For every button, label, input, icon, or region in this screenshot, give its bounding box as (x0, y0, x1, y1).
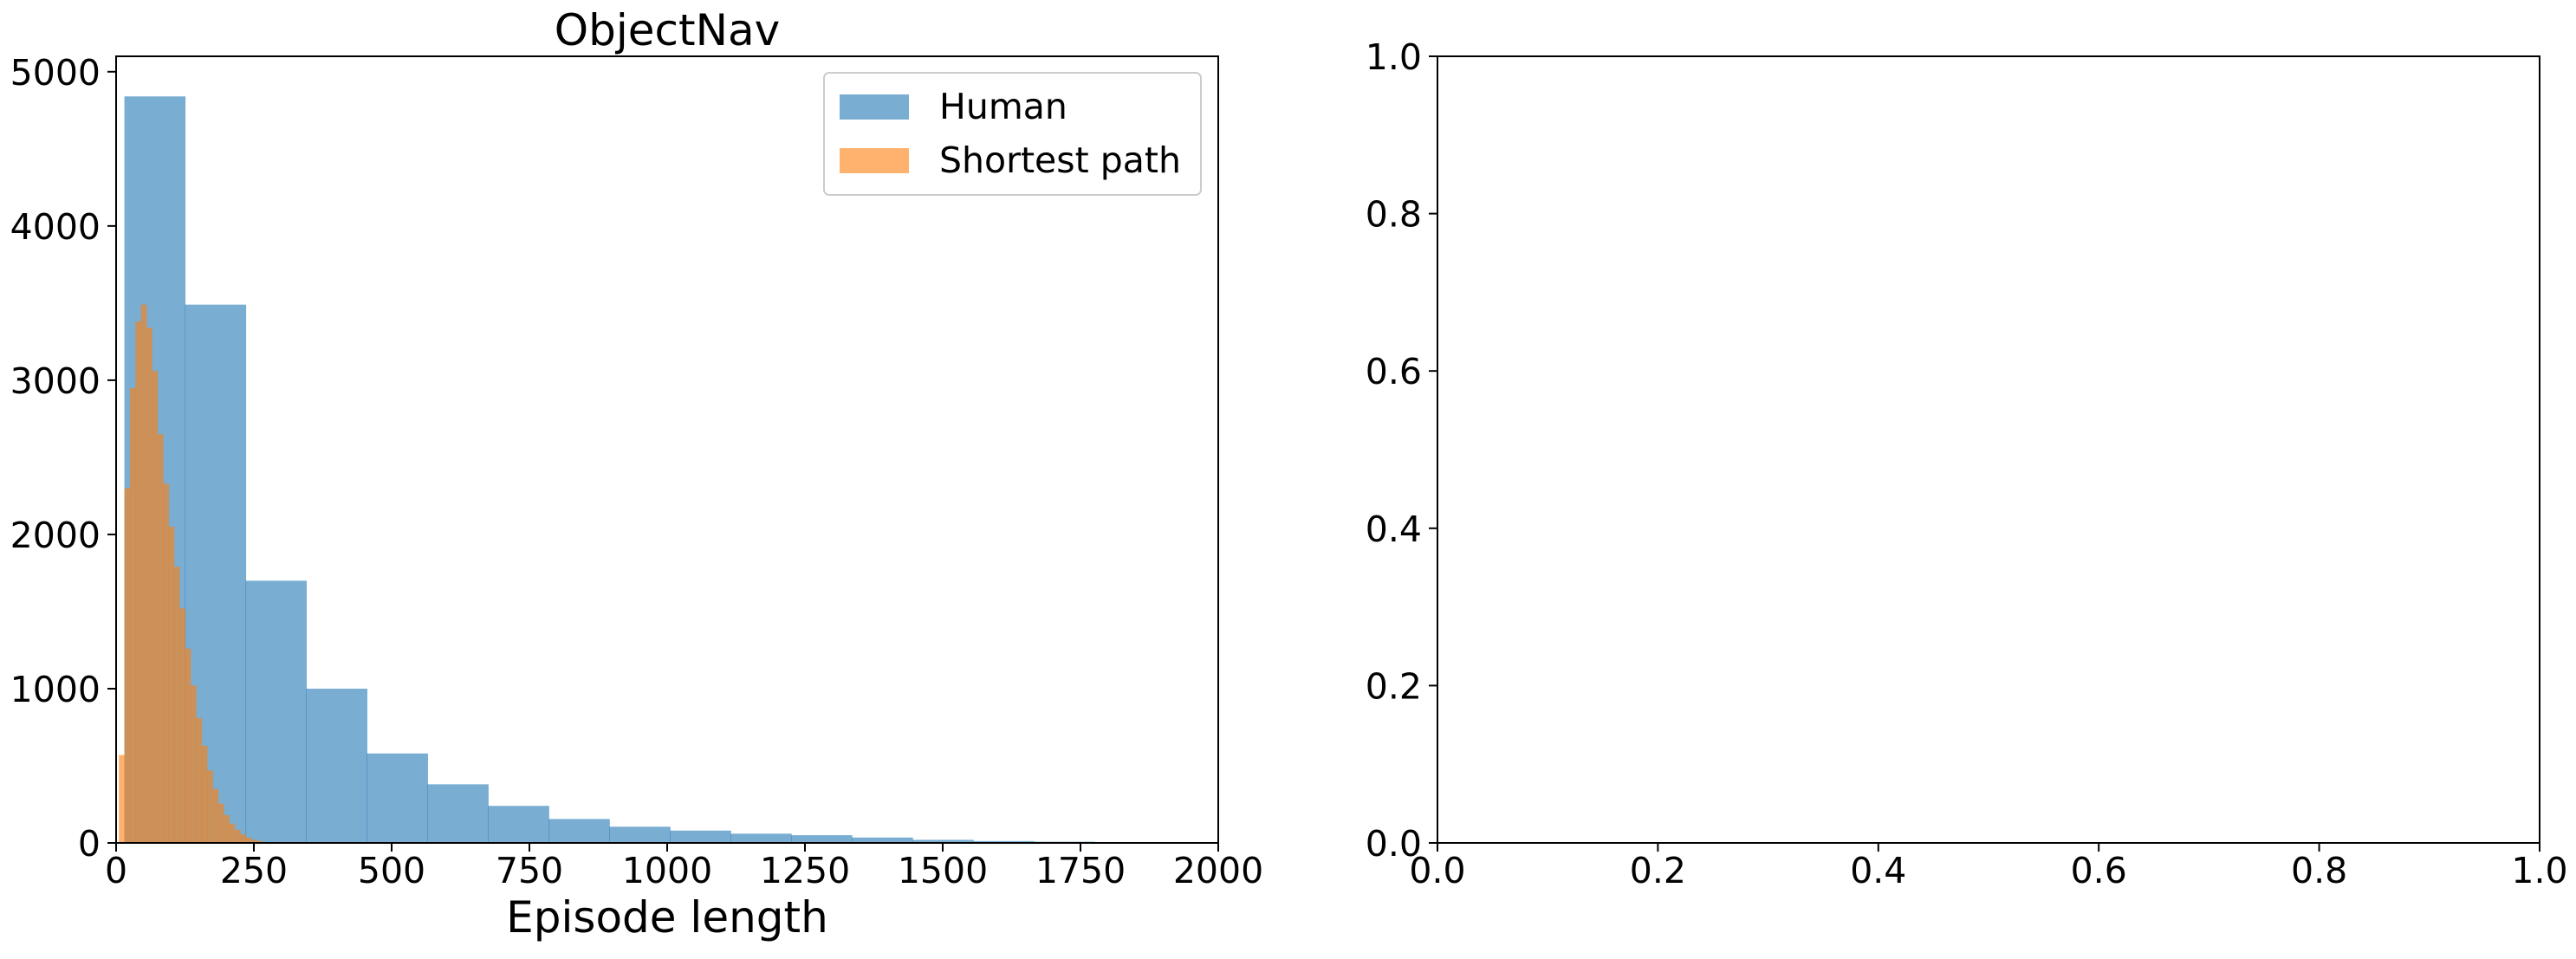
legend-box (823, 72, 1202, 196)
shortest-path-bar (124, 488, 131, 843)
y-tick-label: 1000 (10, 669, 101, 710)
x-tick-label: 2000 (1173, 850, 1263, 891)
legend-label-shortest-path: Shortest path (939, 139, 1181, 181)
human-bar (245, 580, 308, 843)
right-x-ticks: 0.0 0.2 0.4 0.6 0.8 1.0 (1409, 843, 2568, 891)
histogram-subplot: 0 250 500 750 1000 1250 1500 1750 2000 0 1000 2000… (10, 5, 1264, 943)
legend: Human Shortest path (823, 72, 1202, 196)
shortest-path-bar (217, 803, 224, 843)
shortest-path-bar (234, 829, 241, 843)
human-bar (306, 688, 367, 843)
x-tick-label: 0.2 (1630, 850, 1686, 891)
shortest-path-bar (152, 371, 159, 843)
y-tick-label: 0.6 (1366, 351, 1422, 392)
human-bar (609, 826, 671, 843)
legend-swatch-shortest-path (840, 148, 909, 173)
y-tick-label: 3000 (10, 360, 101, 402)
legend-swatch-human (840, 94, 909, 120)
shortest-path-bar (206, 770, 213, 843)
shortest-path-bar (157, 434, 164, 843)
x-tick-label: 0.0 (1409, 850, 1465, 891)
x-tick-label: 0 (105, 850, 127, 891)
right-y-ticks: 0.0 0.2 0.4 0.6 0.8 1.0 (1366, 36, 1437, 865)
shortest-path-bar (129, 387, 136, 843)
x-tick-label: 0.4 (1850, 850, 1906, 891)
shortest-path-bar (163, 483, 170, 843)
y-tick-label: 4000 (10, 206, 101, 248)
y-tick-label: 5000 (10, 52, 101, 94)
human-bar (488, 806, 549, 843)
shortest-path-bar (201, 745, 208, 843)
shortest-path-bar (119, 755, 126, 843)
x-tick-label: 1250 (760, 850, 850, 891)
shortest-path-bar (135, 321, 142, 844)
human-bar (791, 835, 853, 843)
legend-label-human: Human (939, 86, 1067, 127)
shortest-path-bar (256, 840, 263, 843)
shortest-path-bar (146, 327, 152, 844)
shortest-path-bar (168, 527, 175, 843)
shortest-path-bar (140, 304, 147, 843)
human-bar (548, 819, 610, 843)
x-tick-label: 1.0 (2511, 850, 2567, 891)
human-bar (427, 784, 489, 843)
shortest-path-series-bars (119, 304, 269, 844)
left-y-ticks: 0 1000 2000 3000 4000 5000 (10, 52, 116, 865)
x-tick-label: 1000 (622, 850, 712, 891)
shortest-path-bar (224, 814, 230, 843)
left-x-ticks: 0 250 500 750 1000 1250 1500 1750 2000 (105, 843, 1263, 891)
shortest-path-bar (196, 717, 203, 843)
shortest-path-bar (173, 567, 180, 843)
human-bar (912, 839, 974, 843)
empty-subplot: 0.0 0.2 0.4 0.6 0.8 1.0 0.0 0.2 0.4 0.6 0.8 1.0 (1366, 36, 2568, 891)
shortest-path-bar (250, 839, 257, 843)
human-bar (972, 840, 1035, 843)
shortest-path-bar (190, 685, 197, 843)
x-tick-label: 0.8 (2291, 850, 2347, 891)
x-tick-label: 1750 (1035, 850, 1126, 891)
y-tick-label: 1.0 (1366, 36, 1422, 78)
shortest-path-bar (179, 608, 186, 843)
shortest-path-bar (240, 834, 247, 843)
right-axes-frame (1437, 55, 2540, 844)
shortest-path-bar (245, 837, 252, 843)
y-tick-label: 0.0 (1366, 823, 1422, 865)
shortest-path-bar (229, 823, 236, 843)
chart-title: ObjectNav (555, 5, 780, 55)
human-bar (670, 830, 731, 843)
y-tick-label: 2000 (10, 515, 101, 556)
x-tick-label: 750 (496, 850, 563, 891)
y-tick-label: 0.2 (1366, 665, 1422, 707)
x-tick-label: 250 (220, 850, 288, 891)
human-bar (367, 753, 428, 843)
x-axis-label: Episode length (506, 892, 828, 943)
y-tick-label: 0 (78, 823, 101, 865)
y-tick-label: 0.8 (1366, 194, 1422, 236)
shortest-path-bar (212, 788, 219, 843)
x-tick-label: 1500 (898, 850, 988, 891)
x-tick-label: 0.6 (2071, 850, 2127, 891)
shortest-path-bar (185, 648, 191, 843)
x-tick-label: 500 (358, 850, 425, 891)
human-bar (852, 837, 913, 843)
human-bar (730, 833, 792, 843)
y-tick-label: 0.4 (1366, 509, 1422, 550)
